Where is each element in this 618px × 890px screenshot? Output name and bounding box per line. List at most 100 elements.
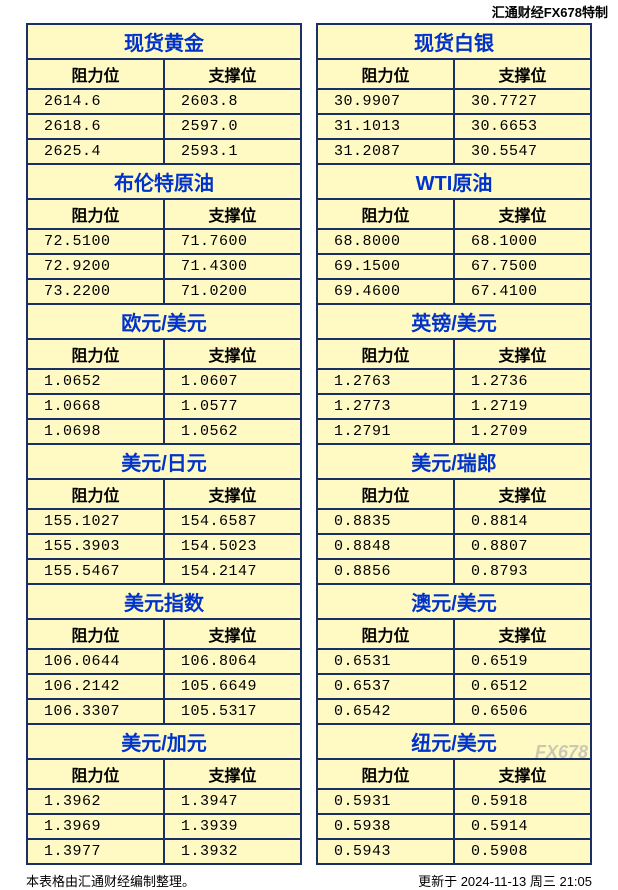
table-row: 0.65370.6512 [318, 673, 590, 698]
support-cell: 1.0562 [165, 420, 300, 443]
resistance-cell: 1.3977 [28, 840, 165, 863]
support-cell: 0.6519 [455, 650, 590, 673]
resistance-cell: 0.6531 [318, 650, 455, 673]
table-row: 68.800068.1000 [318, 230, 590, 253]
table-row: 1.06681.0577 [28, 393, 300, 418]
resistance-cell: 155.1027 [28, 510, 165, 533]
support-cell: 1.2719 [455, 395, 590, 418]
support-cell: 1.0607 [165, 370, 300, 393]
header-support: 支撑位 [455, 620, 590, 648]
table-row: 72.920071.4300 [28, 253, 300, 278]
column-headers: 阻力位支撑位 [318, 200, 590, 230]
column-headers: 阻力位支撑位 [318, 480, 590, 510]
support-cell: 68.1000 [455, 230, 590, 253]
table-row: 73.220071.0200 [28, 278, 300, 303]
support-cell: 0.8793 [455, 560, 590, 583]
footer-updated: 更新于 2024-11-13 周三 21:05 [418, 871, 592, 890]
footer-source: 本表格由汇通财经编制整理。 [26, 871, 195, 890]
column-headers: 阻力位支撑位 [28, 620, 300, 650]
header-resistance: 阻力位 [318, 200, 455, 228]
resistance-cell: 72.9200 [28, 255, 165, 278]
section: 欧元/美元阻力位支撑位1.06521.06071.06681.05771.069… [26, 305, 302, 445]
table-row: 1.39771.3932 [28, 838, 300, 863]
header-resistance: 阻力位 [28, 480, 165, 508]
header-support: 支撑位 [165, 760, 300, 788]
table-row: 106.2142105.6649 [28, 673, 300, 698]
resistance-cell: 2614.6 [28, 90, 165, 113]
section-title: 欧元/美元 [28, 305, 300, 340]
header-resistance: 阻力位 [318, 60, 455, 88]
support-cell: 71.4300 [165, 255, 300, 278]
resistance-cell: 0.5931 [318, 790, 455, 813]
column-headers: 阻力位支撑位 [318, 620, 590, 650]
resistance-cell: 0.5943 [318, 840, 455, 863]
section: WTI原油阻力位支撑位68.800068.100069.150067.75006… [316, 165, 592, 305]
support-cell: 71.0200 [165, 280, 300, 303]
table-row: 1.27631.2736 [318, 370, 590, 393]
table-row: 1.27731.2719 [318, 393, 590, 418]
resistance-cell: 1.3969 [28, 815, 165, 838]
resistance-cell: 1.2763 [318, 370, 455, 393]
table-row: 1.06521.0607 [28, 370, 300, 393]
resistance-cell: 1.2773 [318, 395, 455, 418]
header-support: 支撑位 [165, 620, 300, 648]
table-row: 0.65420.6506 [318, 698, 590, 723]
table-row: 2614.62603.8 [28, 90, 300, 113]
left-column: 现货黄金阻力位支撑位2614.62603.82618.62597.02625.4… [26, 23, 302, 865]
table-row: 1.27911.2709 [318, 418, 590, 443]
resistance-cell: 0.6542 [318, 700, 455, 723]
table-row: 155.5467154.2147 [28, 558, 300, 583]
support-cell: 67.7500 [455, 255, 590, 278]
support-cell: 2597.0 [165, 115, 300, 138]
resistance-cell: 106.2142 [28, 675, 165, 698]
section-title: 美元/日元 [28, 445, 300, 480]
section: 现货黄金阻力位支撑位2614.62603.82618.62597.02625.4… [26, 23, 302, 165]
table-row: 1.39691.3939 [28, 813, 300, 838]
resistance-cell: 0.8835 [318, 510, 455, 533]
section: 美元/瑞郎阻力位支撑位0.88350.88140.88480.88070.885… [316, 445, 592, 585]
resistance-cell: 31.1013 [318, 115, 455, 138]
support-cell: 1.2736 [455, 370, 590, 393]
resistance-cell: 0.8848 [318, 535, 455, 558]
support-cell: 105.6649 [165, 675, 300, 698]
resistance-cell: 30.9907 [318, 90, 455, 113]
table-row: 155.1027154.6587 [28, 510, 300, 533]
watermark: FX678 [535, 742, 588, 763]
support-cell: 2593.1 [165, 140, 300, 163]
resistance-cell: 1.0698 [28, 420, 165, 443]
section-title: 现货白银 [318, 25, 590, 60]
section: 美元/日元阻力位支撑位155.1027154.6587155.3903154.5… [26, 445, 302, 585]
section: 英镑/美元阻力位支撑位1.27631.27361.27731.27191.279… [316, 305, 592, 445]
resistance-cell: 106.3307 [28, 700, 165, 723]
resistance-cell: 106.0644 [28, 650, 165, 673]
header-resistance: 阻力位 [318, 480, 455, 508]
header-resistance: 阻力位 [318, 340, 455, 368]
header-support: 支撑位 [455, 200, 590, 228]
resistance-cell: 31.2087 [318, 140, 455, 163]
header-support: 支撑位 [165, 480, 300, 508]
column-headers: 阻力位支撑位 [318, 760, 590, 790]
support-cell: 71.7600 [165, 230, 300, 253]
table-row: 0.88350.8814 [318, 510, 590, 533]
section-title: WTI原油 [318, 165, 590, 200]
section-title: 现货黄金 [28, 25, 300, 60]
support-cell: 2603.8 [165, 90, 300, 113]
table-row: 2625.42593.1 [28, 138, 300, 163]
column-headers: 阻力位支撑位 [28, 760, 300, 790]
support-cell: 154.6587 [165, 510, 300, 533]
support-cell: 1.0577 [165, 395, 300, 418]
header-support: 支撑位 [455, 480, 590, 508]
header-support: 支撑位 [165, 200, 300, 228]
section-title: 英镑/美元 [318, 305, 590, 340]
support-cell: 154.2147 [165, 560, 300, 583]
support-cell: 30.7727 [455, 90, 590, 113]
support-cell: 106.8064 [165, 650, 300, 673]
support-cell: 105.5317 [165, 700, 300, 723]
column-headers: 阻力位支撑位 [28, 480, 300, 510]
header-support: 支撑位 [165, 60, 300, 88]
header-resistance: 阻力位 [318, 620, 455, 648]
resistance-cell: 0.8856 [318, 560, 455, 583]
table-row: 0.88560.8793 [318, 558, 590, 583]
support-cell: 154.5023 [165, 535, 300, 558]
section: 美元/加元阻力位支撑位1.39621.39471.39691.39391.397… [26, 725, 302, 865]
